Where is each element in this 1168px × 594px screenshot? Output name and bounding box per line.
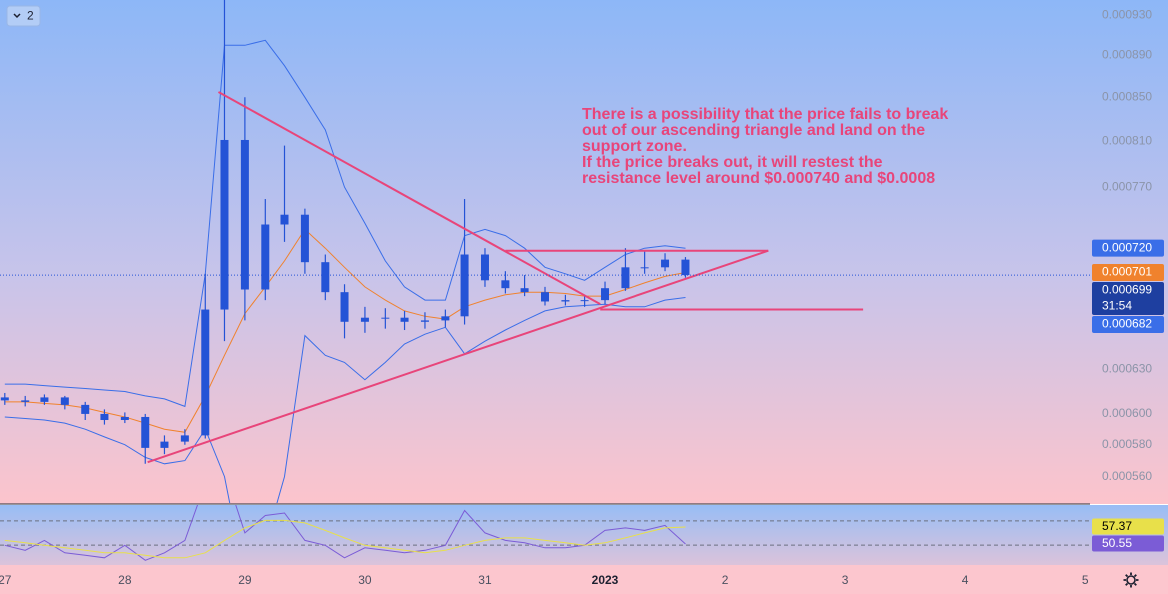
candle-body xyxy=(400,317,409,322)
candle-body xyxy=(340,292,349,322)
x-tick-label: 5 xyxy=(1082,573,1089,587)
candle-body xyxy=(261,224,270,290)
candle-body xyxy=(561,300,570,302)
candle-body xyxy=(40,397,49,402)
candle-body xyxy=(180,435,189,442)
candle-body xyxy=(300,214,309,263)
panel-toggle[interactable]: 2 xyxy=(6,5,41,27)
candle-body xyxy=(240,139,249,290)
y-tick-label: 0.000930 xyxy=(1102,8,1152,22)
y-tick-label: 0.000630 xyxy=(1102,362,1152,376)
indicator-line xyxy=(4,228,686,433)
last-value-label: 0.000701 xyxy=(1102,265,1152,279)
last-value-badge xyxy=(1092,518,1164,535)
x-tick-label: 29 xyxy=(238,573,252,587)
y-tick-label: 0.000600 xyxy=(1102,406,1152,420)
candle-body xyxy=(120,416,129,421)
candle-body xyxy=(360,317,369,322)
annotation-line: If the price breaks out, it will restest… xyxy=(582,154,883,171)
indicator-line xyxy=(4,297,686,503)
x-tick-label: 31 xyxy=(478,573,492,587)
candle-body xyxy=(21,400,30,402)
main-pane xyxy=(0,0,1090,503)
x-tick-label: 2023 xyxy=(592,573,619,587)
candle-body xyxy=(81,404,90,414)
candle-body xyxy=(160,441,169,448)
candle-body xyxy=(480,254,489,281)
last-value-badge xyxy=(1092,263,1164,281)
annotation: There is a possibility that the price fa… xyxy=(582,106,948,187)
rsi-line xyxy=(4,505,686,561)
candle-body xyxy=(520,288,529,293)
annotation-line: resistance level around $0.000740 and $0… xyxy=(582,170,935,187)
candle-body xyxy=(621,267,630,289)
last-value-label: 0.000720 xyxy=(1102,240,1152,254)
last-value-label: 0.000682 xyxy=(1102,317,1152,331)
candle-body xyxy=(541,292,549,302)
x-tick-label: 30 xyxy=(358,573,372,587)
candle-body xyxy=(501,280,510,289)
candle-body xyxy=(220,139,229,310)
gear-teeth xyxy=(1123,572,1139,588)
y-tick-label: 0.000770 xyxy=(1102,179,1152,193)
candle-body xyxy=(141,416,150,448)
annotation-line: There is a possibility that the price fa… xyxy=(582,106,948,123)
candle-body xyxy=(60,397,69,405)
candle-body xyxy=(381,317,390,319)
axes: 0.000930 0.000890 0.000850 0.000810 0.000770… xyxy=(0,8,1164,587)
candle-body xyxy=(280,214,289,225)
x-tick-label: 27 xyxy=(0,573,12,587)
last-value-badge xyxy=(1092,535,1164,552)
y-tick-label: 0.000560 xyxy=(1102,469,1152,483)
y-tick-label: 0.000850 xyxy=(1102,89,1152,103)
candle-body xyxy=(201,309,210,436)
trend-line xyxy=(147,249,769,464)
candle-body xyxy=(321,262,330,293)
settings-button[interactable] xyxy=(1123,572,1139,588)
indicator-line xyxy=(4,39,686,408)
x-tick-label: 3 xyxy=(842,573,849,587)
last-value-badge xyxy=(1092,281,1164,315)
x-tick-label: 2 xyxy=(722,573,729,587)
last-value-badge xyxy=(1092,239,1164,257)
candle-body xyxy=(460,254,469,317)
candle-body xyxy=(100,413,109,421)
time-axis-background xyxy=(0,565,1168,594)
last-value-badge xyxy=(1092,315,1164,333)
y-tick-label: 0.000810 xyxy=(1102,133,1152,147)
y-tick-label: 0.000580 xyxy=(1102,437,1152,451)
candle-body xyxy=(681,259,690,276)
candle-body xyxy=(420,320,429,322)
gear-icon xyxy=(1126,575,1136,585)
rsi-pane xyxy=(0,505,1090,561)
annotation-line: support zone. xyxy=(582,138,687,155)
annotation-line: out of our ascending triangle and land o… xyxy=(582,122,925,139)
x-tick-label: 28 xyxy=(118,573,132,587)
chevron-icon xyxy=(13,13,21,19)
candle-body xyxy=(601,288,610,301)
candle-body xyxy=(0,397,9,401)
trend-line xyxy=(217,91,601,306)
toggle-button[interactable] xyxy=(6,5,41,27)
last-value-label: 50.55 xyxy=(1102,536,1132,550)
x-tick-label: 4 xyxy=(962,573,969,587)
candle-body xyxy=(640,267,649,269)
countdown-label: 31:54 xyxy=(1102,299,1132,313)
candle-body xyxy=(441,316,450,321)
last-value-label: 57.37 xyxy=(1102,519,1132,533)
candle-body xyxy=(580,300,589,302)
rsi-line xyxy=(4,519,686,559)
y-tick-label: 0.000890 xyxy=(1102,48,1152,62)
toggle-count: 2 xyxy=(27,9,34,23)
main-background xyxy=(0,0,1168,504)
candle-body xyxy=(661,259,670,268)
last-value-label: 0.000699 xyxy=(1102,283,1152,297)
